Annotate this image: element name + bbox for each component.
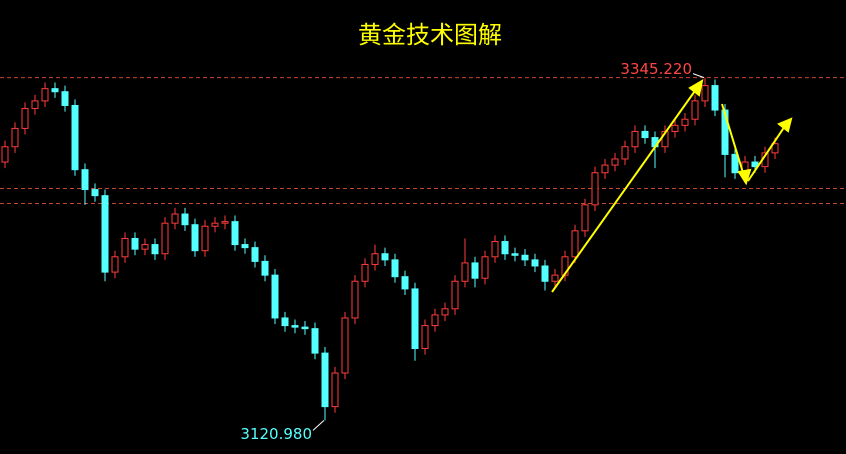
candle-body bbox=[491, 241, 499, 258]
chart-title: 黄金技术图解 bbox=[358, 21, 502, 49]
candle-body bbox=[1, 146, 9, 163]
candle-body bbox=[61, 91, 69, 106]
candle-body bbox=[511, 253, 519, 256]
candle-body bbox=[601, 164, 609, 174]
arrow-line bbox=[747, 125, 786, 182]
candle-body bbox=[611, 158, 619, 166]
candle-body bbox=[31, 100, 39, 110]
candle-body bbox=[591, 172, 599, 206]
candle-body bbox=[291, 325, 299, 328]
candle-body bbox=[101, 195, 109, 273]
candle-body bbox=[431, 314, 439, 327]
candle-body bbox=[301, 326, 309, 330]
candle-body bbox=[361, 263, 369, 282]
candle-body bbox=[81, 169, 89, 191]
candle-body bbox=[121, 237, 129, 258]
annotation-label: 3120.980 bbox=[240, 425, 312, 443]
candle-body bbox=[541, 265, 549, 282]
candle-body bbox=[251, 247, 259, 262]
arrow-head bbox=[737, 168, 752, 186]
candle-body bbox=[91, 189, 99, 197]
candle-body bbox=[341, 317, 349, 374]
candle-body bbox=[181, 213, 189, 226]
candle-body bbox=[271, 274, 279, 319]
candle-body bbox=[581, 204, 589, 232]
candle-body bbox=[571, 230, 579, 258]
candle-body bbox=[231, 221, 239, 246]
candle-body bbox=[151, 244, 159, 255]
arrow-line bbox=[721, 103, 745, 177]
candle-body bbox=[21, 108, 29, 129]
candle-body bbox=[371, 253, 379, 265]
candle-body bbox=[381, 253, 389, 261]
candle-body bbox=[641, 130, 649, 139]
candle-body bbox=[461, 262, 469, 282]
candle-body bbox=[691, 100, 699, 120]
candle-body bbox=[481, 256, 489, 279]
candle-body bbox=[471, 262, 479, 279]
candle-body bbox=[191, 224, 199, 252]
arrow-head bbox=[688, 78, 704, 97]
candle-body bbox=[551, 274, 559, 282]
candle-body bbox=[211, 222, 219, 227]
candle-body bbox=[751, 161, 759, 168]
annotation-pointer bbox=[312, 420, 325, 431]
candle-body bbox=[11, 127, 19, 148]
candle-body bbox=[531, 259, 539, 267]
candle-body bbox=[261, 260, 269, 276]
candle-body bbox=[421, 325, 429, 350]
candle-body bbox=[711, 85, 719, 111]
candle-body bbox=[501, 241, 509, 255]
candle-body bbox=[621, 146, 629, 160]
candle-body bbox=[701, 85, 709, 102]
candle-body bbox=[171, 213, 179, 224]
candle-body bbox=[311, 328, 319, 354]
candle-body bbox=[321, 352, 329, 408]
arrow-head bbox=[777, 117, 793, 133]
candle-body bbox=[681, 118, 689, 126]
candle-body bbox=[141, 244, 149, 250]
candle-body bbox=[281, 317, 289, 327]
candle-body bbox=[201, 225, 209, 252]
candle-body bbox=[671, 124, 679, 132]
candle-body bbox=[521, 254, 529, 261]
arrow-line bbox=[551, 87, 698, 293]
candle-body bbox=[451, 280, 459, 310]
candle-body bbox=[391, 259, 399, 278]
candle-body bbox=[351, 280, 359, 319]
candle-body bbox=[131, 237, 139, 250]
candle-body bbox=[411, 288, 419, 350]
candle-body bbox=[41, 88, 49, 102]
trend-arrows bbox=[551, 78, 793, 293]
candle-body bbox=[221, 221, 229, 224]
candle-body bbox=[111, 256, 119, 273]
candle-body bbox=[771, 143, 779, 154]
candle-body bbox=[51, 88, 59, 93]
candle-body bbox=[441, 308, 449, 316]
annotation-label: 3345.220 bbox=[620, 60, 692, 78]
candle-body bbox=[241, 244, 249, 249]
candle-body bbox=[731, 153, 739, 174]
candle-body bbox=[401, 276, 409, 290]
candle-body bbox=[721, 109, 729, 155]
candle-body bbox=[161, 222, 169, 255]
annotation-pointer bbox=[692, 73, 705, 79]
candle-body bbox=[631, 130, 639, 148]
candle-body bbox=[71, 104, 79, 171]
candle-body bbox=[331, 372, 339, 408]
